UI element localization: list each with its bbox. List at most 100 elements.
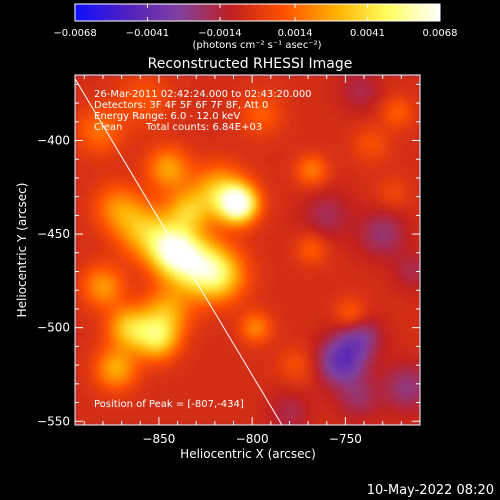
heatmap-cell bbox=[185, 100, 191, 106]
heatmap-cell bbox=[375, 230, 381, 236]
heatmap-cell bbox=[370, 150, 376, 156]
heatmap-cell bbox=[415, 275, 420, 281]
heatmap-cell bbox=[165, 345, 171, 351]
heatmap-cell bbox=[255, 140, 261, 146]
heatmap-cell bbox=[355, 235, 361, 241]
heatmap-cell bbox=[125, 140, 131, 146]
heatmap-cell bbox=[260, 110, 266, 116]
heatmap-cell bbox=[385, 315, 391, 321]
heatmap-cell bbox=[310, 325, 316, 331]
heatmap-cell bbox=[405, 185, 411, 191]
heatmap-cell bbox=[115, 165, 121, 171]
heatmap-cell bbox=[205, 300, 211, 306]
heatmap-cell bbox=[260, 400, 266, 406]
heatmap-cell bbox=[285, 120, 291, 126]
heatmap-cell bbox=[180, 330, 186, 336]
heatmap-cell bbox=[330, 320, 336, 326]
heatmap-cell bbox=[110, 315, 116, 321]
heatmap-cell bbox=[105, 125, 111, 131]
heatmap-cell bbox=[80, 360, 86, 366]
heatmap-cell bbox=[75, 300, 81, 306]
heatmap-cell bbox=[200, 110, 206, 116]
heatmap-cell bbox=[95, 410, 101, 416]
heatmap-cell bbox=[190, 125, 196, 131]
heatmap-cell bbox=[255, 90, 261, 96]
heatmap-cell bbox=[165, 400, 171, 406]
heatmap-cell bbox=[315, 125, 321, 131]
heatmap-cell bbox=[80, 145, 86, 151]
heatmap-cell bbox=[90, 305, 96, 311]
heatmap-cell bbox=[115, 185, 121, 191]
heatmap-cell bbox=[225, 265, 231, 271]
heatmap-cell bbox=[150, 85, 156, 91]
heatmap-cell bbox=[145, 220, 151, 226]
heatmap-cell bbox=[205, 420, 211, 425]
heatmap-cell bbox=[75, 115, 81, 121]
heatmap-cell bbox=[145, 115, 151, 121]
heatmap-cell bbox=[190, 165, 196, 171]
heatmap-cell bbox=[295, 265, 301, 271]
heatmap-cell bbox=[195, 205, 201, 211]
heatmap-cell bbox=[100, 370, 106, 376]
heatmap-cell bbox=[360, 205, 366, 211]
heatmap-cell bbox=[210, 415, 216, 421]
heatmap-cell bbox=[360, 130, 366, 136]
heatmap-cell bbox=[340, 325, 346, 331]
heatmap-cell bbox=[150, 340, 156, 346]
heatmap-cell bbox=[240, 135, 246, 141]
heatmap-cell bbox=[255, 300, 261, 306]
heatmap-cell bbox=[85, 405, 91, 411]
heatmap-cell bbox=[150, 390, 156, 396]
heatmap-cell bbox=[210, 330, 216, 336]
peak-position-text: Position of Peak = [-807,-434] bbox=[94, 399, 244, 410]
heatmap-cell bbox=[120, 125, 126, 131]
heatmap-cell bbox=[415, 305, 420, 311]
heatmap-cell bbox=[265, 105, 271, 111]
heatmap-cell bbox=[335, 155, 341, 161]
heatmap-cell bbox=[315, 295, 321, 301]
heatmap-cell bbox=[375, 270, 381, 276]
heatmap-cell bbox=[260, 195, 266, 201]
heatmap-cell bbox=[230, 375, 236, 381]
heatmap-cell bbox=[75, 255, 81, 261]
heatmap-cell bbox=[350, 205, 356, 211]
heatmap-cell bbox=[215, 95, 221, 101]
heatmap-cell bbox=[375, 90, 381, 96]
heatmap-cell bbox=[375, 105, 381, 111]
heatmap-cell bbox=[390, 175, 396, 181]
heatmap-cell bbox=[200, 365, 206, 371]
heatmap-cell bbox=[365, 285, 371, 291]
heatmap-cell bbox=[195, 85, 201, 91]
heatmap-cell bbox=[160, 115, 166, 121]
heatmap-cell bbox=[85, 335, 91, 341]
heatmap-cell bbox=[265, 405, 271, 411]
heatmap-cell bbox=[140, 375, 146, 381]
heatmap-cell bbox=[285, 250, 291, 256]
heatmap-cell bbox=[350, 160, 356, 166]
heatmap-cell bbox=[80, 80, 86, 86]
heatmap-cell bbox=[270, 160, 276, 166]
heatmap-cell bbox=[290, 275, 296, 281]
heatmap-cell bbox=[290, 310, 296, 316]
heatmap-cell bbox=[315, 300, 321, 306]
heatmap-cell bbox=[290, 215, 296, 221]
heatmap-cell bbox=[155, 195, 161, 201]
heatmap-cell bbox=[180, 275, 186, 281]
heatmap-cell bbox=[335, 160, 341, 166]
heatmap-cell bbox=[235, 340, 241, 346]
heatmap-cell bbox=[340, 395, 346, 401]
heatmap-cell bbox=[175, 340, 181, 346]
heatmap-cell bbox=[255, 250, 261, 256]
heatmap-cell bbox=[220, 85, 226, 91]
heatmap-cell bbox=[335, 150, 341, 156]
heatmap-cell bbox=[290, 330, 296, 336]
heatmap-cell bbox=[175, 170, 181, 176]
heatmap-cell bbox=[250, 305, 256, 311]
heatmap-cell bbox=[255, 335, 261, 341]
info-overlay: 26-Mar-2011 02:42:24.000 to 02:43:20.000… bbox=[94, 89, 312, 410]
heatmap-cell bbox=[190, 395, 196, 401]
heatmap-cell bbox=[295, 415, 301, 421]
heatmap-cell bbox=[285, 365, 291, 371]
heatmap-cell bbox=[315, 105, 321, 111]
heatmap-cell bbox=[145, 295, 151, 301]
